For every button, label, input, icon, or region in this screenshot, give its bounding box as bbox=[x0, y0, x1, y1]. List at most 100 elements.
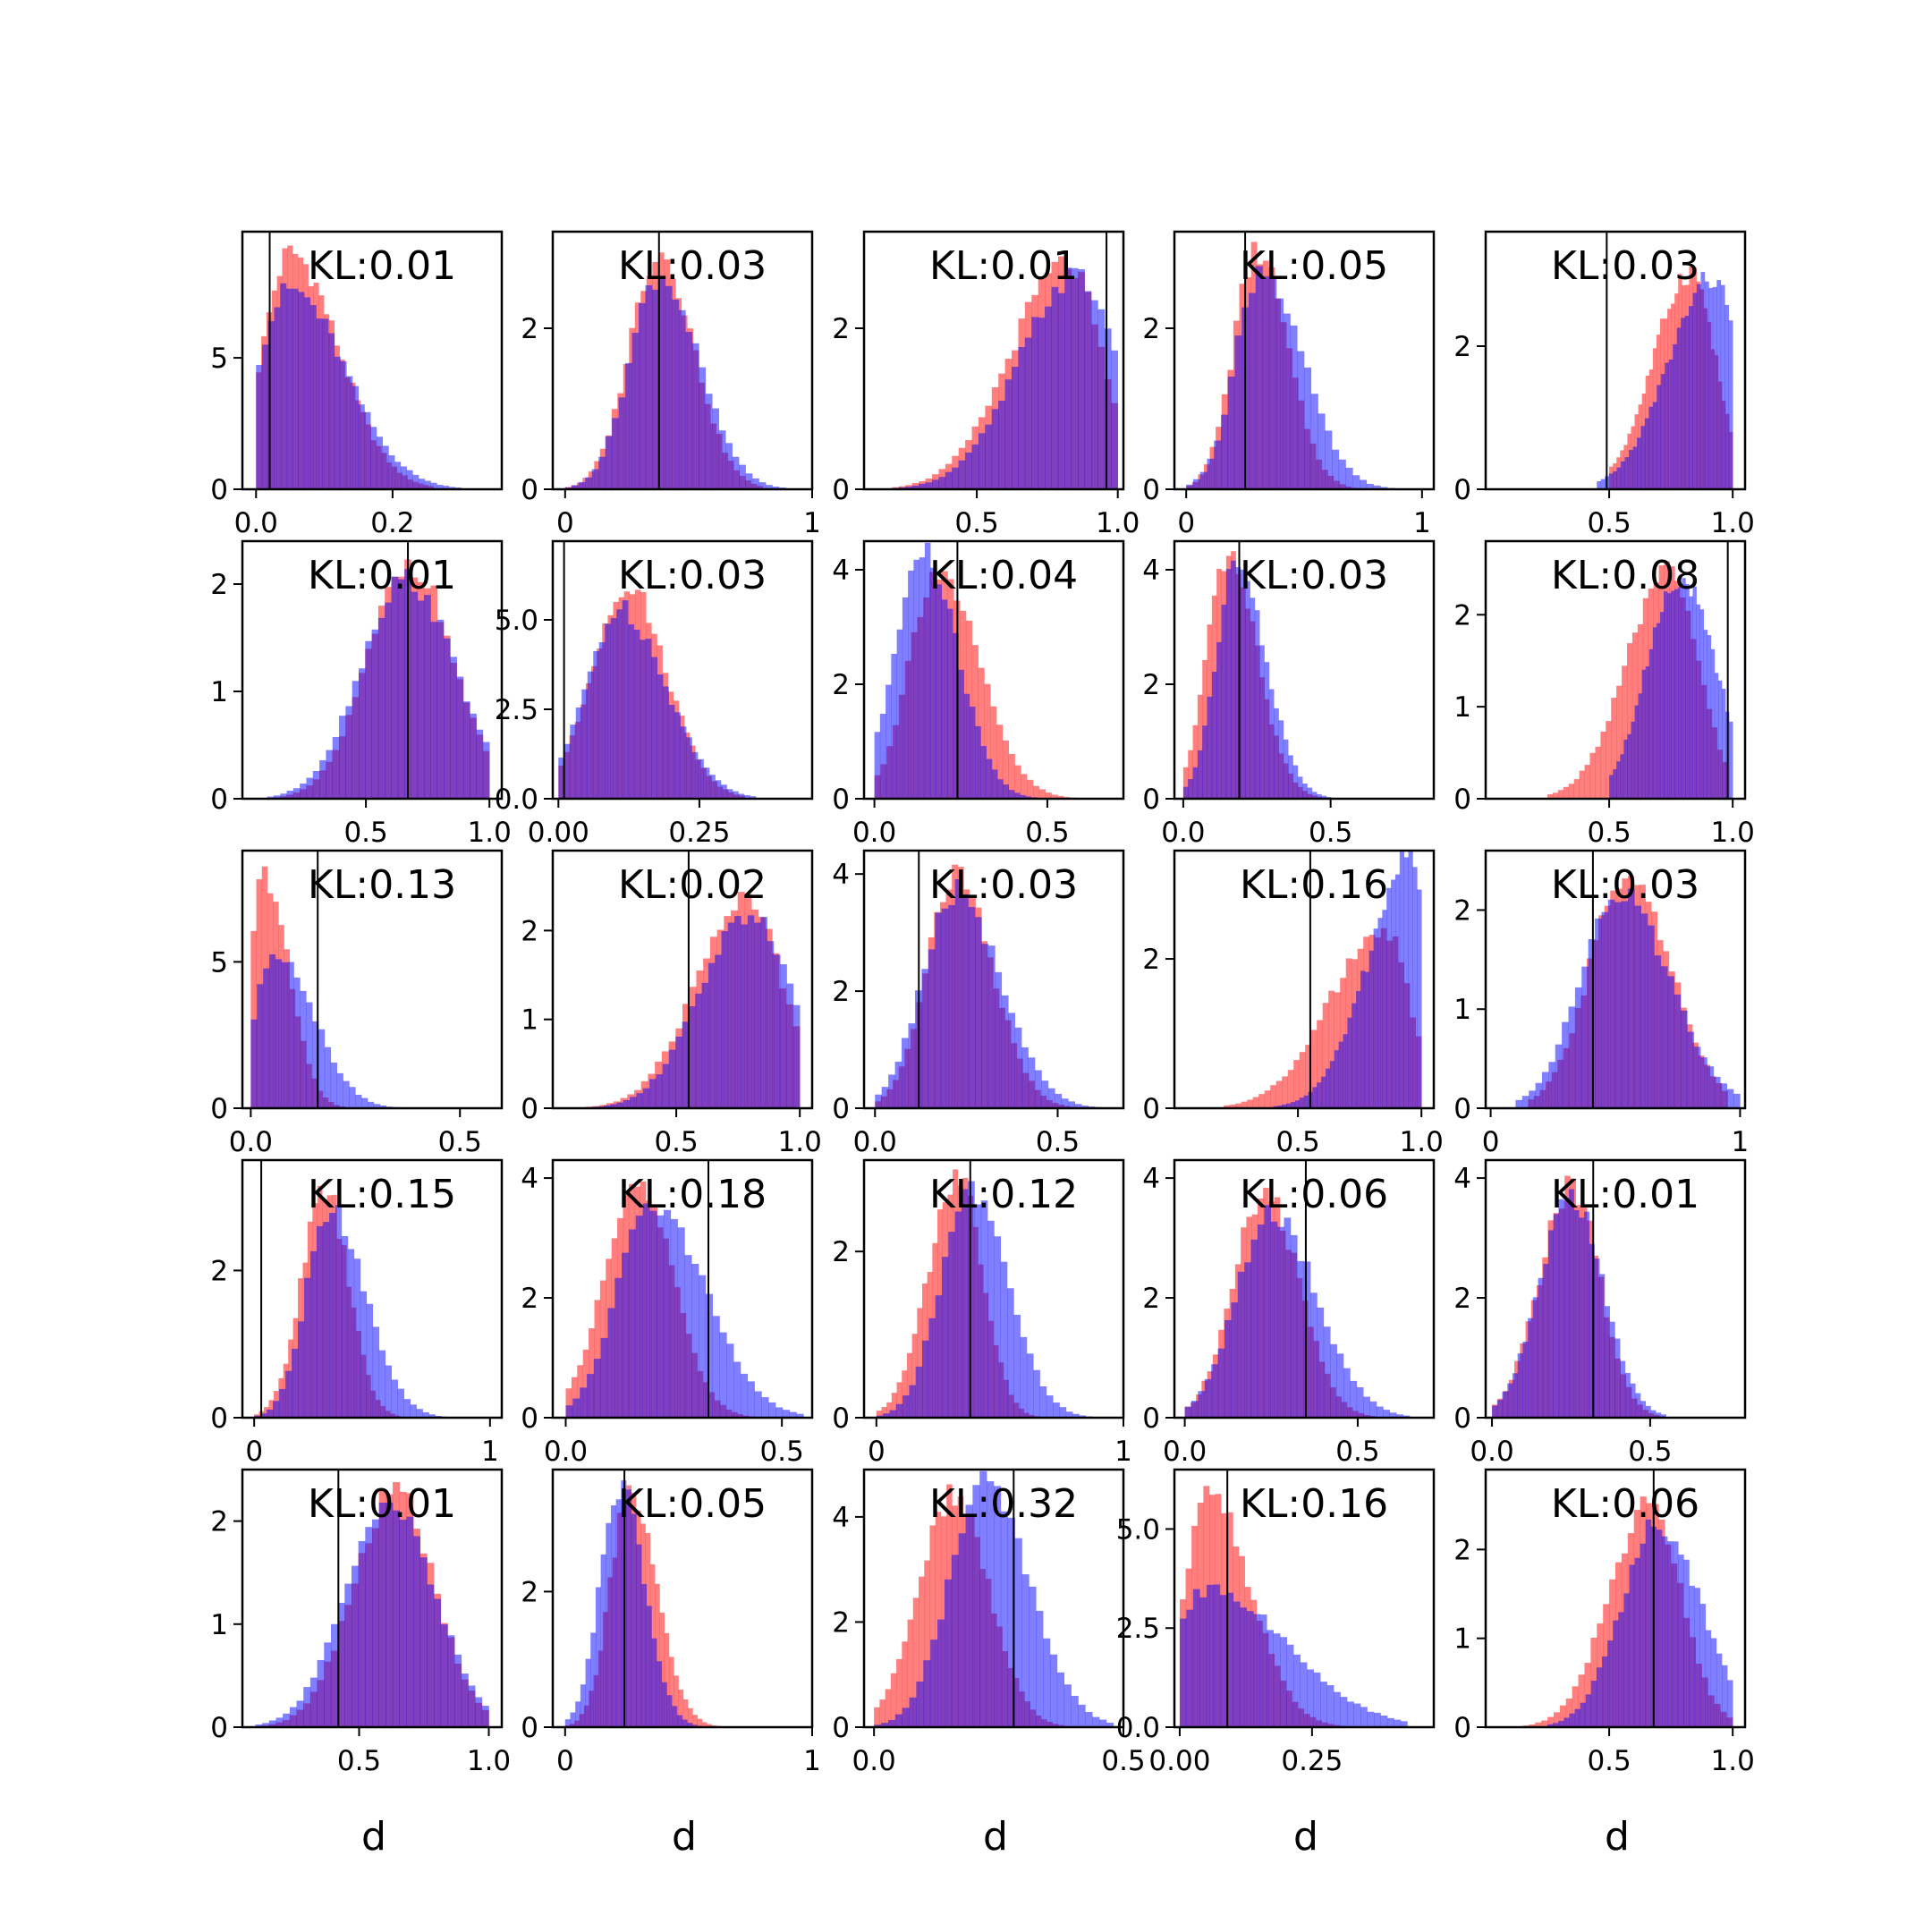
histogram-bars bbox=[564, 1480, 739, 1727]
blue-bar bbox=[345, 706, 352, 799]
blue-bar bbox=[1311, 792, 1318, 799]
axes-frame bbox=[1173, 1158, 1436, 1419]
blue-bar bbox=[997, 779, 1004, 799]
y-tick-label: 4 bbox=[1142, 1163, 1160, 1195]
blue-bar bbox=[1634, 1557, 1640, 1727]
red-bar bbox=[692, 1715, 698, 1727]
y-tick-label: 1 bbox=[521, 1004, 538, 1037]
blue-bar bbox=[366, 1303, 374, 1418]
subplot-r1-c3: 0.0 0.5 0 2 4 KL:0.03 bbox=[1142, 539, 1436, 849]
blue-bar bbox=[378, 1350, 386, 1418]
blue-bar bbox=[1340, 1697, 1348, 1727]
blue-bar bbox=[1687, 1031, 1695, 1108]
blue-bar bbox=[285, 1370, 292, 1418]
blue-bar bbox=[909, 1385, 916, 1418]
y-tick-label: 5.0 bbox=[495, 605, 538, 637]
subplot-r2-c0: 0.0 0.5 0 5 KL:0.13 bbox=[210, 849, 504, 1158]
blue-bar bbox=[1275, 298, 1284, 489]
x-tick-label: 0.0 bbox=[1161, 817, 1205, 849]
y-tick-label: 2 bbox=[521, 1576, 538, 1608]
kl-annotation: KL:0.03 bbox=[929, 862, 1078, 908]
red-bar bbox=[1188, 750, 1193, 799]
blue-bar bbox=[328, 333, 335, 489]
y-tick-label: 0 bbox=[1453, 1712, 1471, 1744]
y-tick-label: 0 bbox=[210, 1093, 228, 1125]
blue-bar bbox=[1245, 580, 1250, 799]
blue-bar bbox=[322, 1222, 330, 1418]
blue-bar bbox=[935, 1295, 943, 1418]
blue-bar bbox=[1573, 1210, 1580, 1418]
blue-bar bbox=[1661, 1536, 1668, 1727]
x-tick-label: 1.0 bbox=[1711, 817, 1755, 849]
blue-histogram bbox=[250, 954, 461, 1108]
x-tick-label: 0 bbox=[556, 1745, 574, 1777]
blue-bar bbox=[1726, 1089, 1734, 1108]
red-bar bbox=[1589, 752, 1596, 799]
blue-bar bbox=[564, 1719, 571, 1727]
blue-bar bbox=[921, 969, 929, 1108]
blue-bar bbox=[915, 1366, 923, 1418]
subplot-r2-c4: 0 1 0 1 2 KL:0.03 bbox=[1453, 849, 1749, 1158]
blue-bar bbox=[397, 1388, 404, 1418]
subplot-r1-c1: 0.00 0.25 0.0 2.5 5.0 KL:0.03 bbox=[495, 539, 814, 849]
blue-bar bbox=[267, 1409, 274, 1418]
blue-bar bbox=[430, 482, 437, 489]
blue-bar bbox=[355, 1094, 362, 1108]
blue-bar bbox=[399, 1520, 407, 1727]
blue-bar bbox=[958, 669, 964, 799]
axes-frame bbox=[862, 230, 1125, 491]
blue-bar bbox=[605, 623, 612, 799]
blue-bar bbox=[913, 559, 919, 799]
blue-bar bbox=[1380, 1715, 1388, 1727]
kl-annotation: KL:0.06 bbox=[1551, 1481, 1699, 1527]
blue-bar bbox=[376, 436, 383, 489]
blue-bar bbox=[343, 1080, 350, 1108]
blue-bar bbox=[292, 1348, 299, 1418]
y-tick-label: 2.5 bbox=[495, 694, 538, 726]
blue-bar bbox=[656, 1074, 663, 1108]
blue-bar bbox=[963, 693, 970, 799]
blue-bar bbox=[1186, 1609, 1194, 1727]
y-tick-label: 2 bbox=[832, 313, 850, 345]
x-axis-label-col-0: d bbox=[361, 1814, 386, 1860]
blue-bar bbox=[894, 1061, 902, 1108]
red-bar bbox=[1021, 774, 1028, 799]
blue-bar bbox=[1025, 796, 1032, 799]
blue-bar bbox=[662, 1063, 670, 1108]
blue-bar bbox=[631, 333, 640, 489]
blue-bar bbox=[1038, 318, 1046, 489]
histogram-bars bbox=[1547, 561, 1733, 799]
y-tick-label: 0 bbox=[1142, 1093, 1160, 1125]
blue-bar bbox=[1092, 1716, 1100, 1727]
subplot-r2-c1: 0.5 1.0 0 1 2 KL:0.02 bbox=[521, 849, 822, 1158]
blue-bar bbox=[1071, 267, 1079, 489]
blue-bar bbox=[1600, 479, 1606, 489]
blue-bar bbox=[454, 1654, 462, 1727]
blue-bar bbox=[1336, 1353, 1344, 1418]
blue-bar bbox=[391, 576, 399, 799]
axes-frame bbox=[551, 1468, 814, 1729]
blue-bar bbox=[1250, 597, 1256, 799]
blue-bar bbox=[600, 1337, 608, 1418]
blue-bar bbox=[1621, 461, 1625, 489]
blue-bar bbox=[1099, 1719, 1107, 1727]
blue-bar bbox=[732, 456, 740, 489]
subplot-r3-c0: 0 1 0 2 KL:0.15 bbox=[210, 1158, 504, 1468]
blue-bar bbox=[1601, 911, 1609, 1108]
red-bar bbox=[678, 1690, 684, 1727]
blue-bar bbox=[572, 1398, 580, 1418]
blue-bar bbox=[1685, 583, 1690, 799]
blue-bar bbox=[796, 1413, 804, 1418]
y-tick-label: 0 bbox=[521, 1402, 538, 1435]
blue-bar bbox=[1502, 1391, 1508, 1418]
blue-bar bbox=[1720, 284, 1725, 489]
red-bar bbox=[1310, 1030, 1318, 1108]
red-bar bbox=[891, 1393, 897, 1418]
blue-bar bbox=[649, 1210, 657, 1418]
blue-bar bbox=[1299, 1097, 1304, 1108]
blue-bar bbox=[905, 487, 913, 489]
axes-frame bbox=[241, 1468, 504, 1729]
axes-frame bbox=[551, 539, 814, 801]
blue-bar bbox=[701, 982, 709, 1108]
blue-bar bbox=[649, 1079, 657, 1108]
